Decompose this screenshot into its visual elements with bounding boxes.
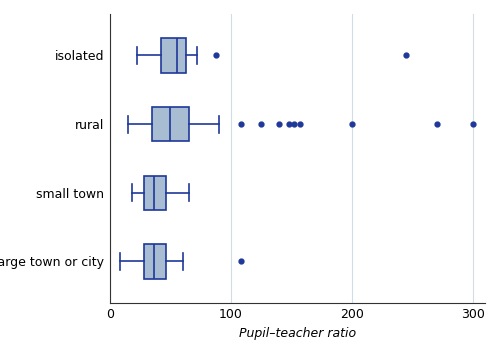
PathPatch shape [144, 244, 166, 278]
PathPatch shape [144, 176, 166, 210]
PathPatch shape [152, 107, 188, 141]
PathPatch shape [161, 38, 186, 73]
X-axis label: Pupil–teacher ratio: Pupil–teacher ratio [239, 327, 356, 340]
